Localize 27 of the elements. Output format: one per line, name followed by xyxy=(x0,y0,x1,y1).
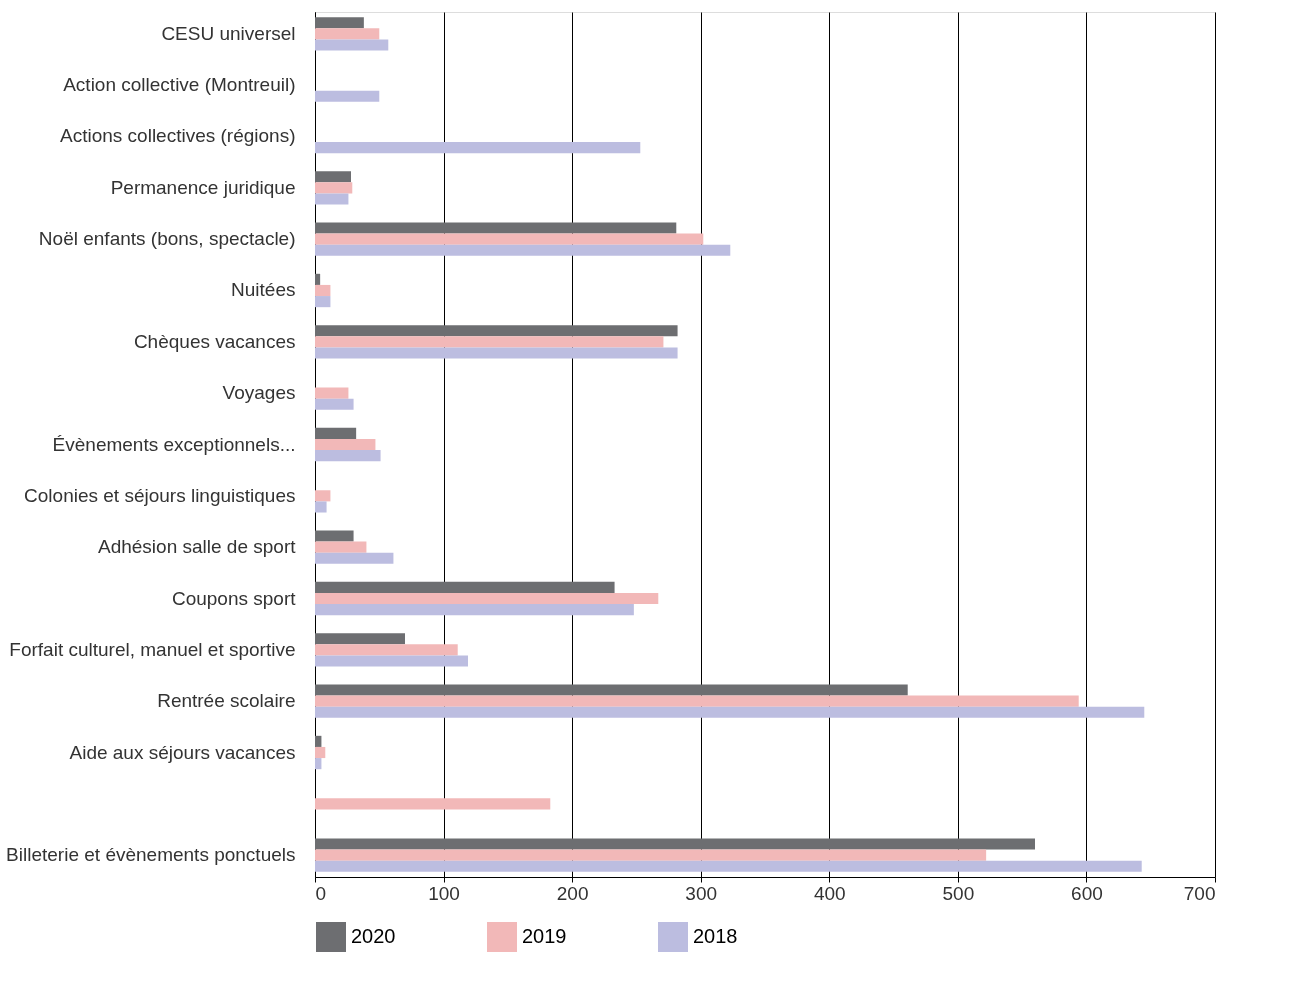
y-tick-label: Coupons sport xyxy=(171,587,297,609)
y-tick-label: Action collective (Montreuil) xyxy=(63,74,296,96)
x-tick-label: 0 xyxy=(315,882,327,904)
y-tick-label: Voyages xyxy=(222,382,296,404)
x-tick-label: 200 xyxy=(556,882,589,904)
y-tick-label: Adhésion salle de sport xyxy=(97,536,297,558)
y-tick-label: Chèques vacances xyxy=(133,330,296,352)
y-tick-label: Aide aux séjours vacances xyxy=(69,741,296,763)
legend-label: 2018 xyxy=(693,925,738,947)
y-tick-label: Évènements exceptionnels... xyxy=(52,433,296,455)
y-tick-label: Permanence juridique xyxy=(110,176,296,198)
y-tick-label: Noël enfants (bons, spectacle) xyxy=(38,228,296,250)
legend-label: 2020 xyxy=(351,925,396,947)
x-tick-label: 700 xyxy=(1183,882,1216,904)
y-tick-label: Actions collectives (régions) xyxy=(60,125,296,147)
y-tick-label: Colonies et séjours linguistiques xyxy=(24,484,296,506)
x-tick-label: 100 xyxy=(428,882,460,904)
y-tick-label: CESU universel xyxy=(161,22,296,44)
x-tick-label: 500 xyxy=(942,882,975,904)
y-tick-label: Forfait culturel, manuel et sportive xyxy=(9,638,296,660)
x-tick-label: 600 xyxy=(1071,882,1103,904)
y-tick-label: Rentrée scolaire xyxy=(157,690,296,712)
y-tick-label: Billeterie et évènements ponctuels xyxy=(6,844,296,866)
legend-label: 2019 xyxy=(522,925,567,947)
y-tick-label: Nuitées xyxy=(231,279,296,301)
x-tick-label: 400 xyxy=(813,882,846,904)
x-tick-label: 300 xyxy=(685,882,718,904)
